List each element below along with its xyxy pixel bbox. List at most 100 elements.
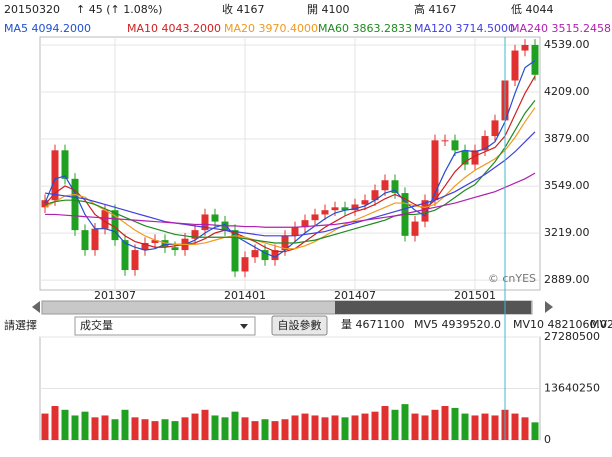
volume-bar xyxy=(461,413,469,440)
scroll-right[interactable] xyxy=(545,301,553,313)
candle-body xyxy=(341,207,349,211)
volume-bar xyxy=(141,419,149,440)
y-tick-label: 3879.00 xyxy=(544,132,590,145)
scroll-handle[interactable] xyxy=(335,301,531,314)
custom-button[interactable]: 自設參數 xyxy=(271,315,328,336)
volume-bar xyxy=(51,406,59,440)
volume-bar xyxy=(151,421,159,440)
candle-body xyxy=(421,200,429,222)
volume-bar xyxy=(451,407,459,440)
candle-body xyxy=(411,221,419,236)
candle-body xyxy=(391,180,399,194)
button-box[interactable] xyxy=(271,315,328,336)
ma-line xyxy=(44,60,536,258)
volume-bar xyxy=(61,409,69,440)
y-tick-label: 4539.00 xyxy=(544,38,590,51)
candle-body xyxy=(241,257,249,272)
volume-bar xyxy=(351,415,359,440)
volume-bar xyxy=(441,406,449,440)
selector-box[interactable] xyxy=(74,316,256,336)
candle-body xyxy=(431,140,439,201)
candle-body xyxy=(481,136,489,151)
candle-body xyxy=(51,150,59,201)
candle-body xyxy=(371,190,379,201)
volume-bar xyxy=(491,415,499,440)
selector-arrow xyxy=(240,324,248,329)
candle-body xyxy=(441,140,449,142)
legend-entry: MA60 3863.2833 xyxy=(318,22,412,35)
volume-bar xyxy=(291,415,299,440)
legend-entry: MA240 3515.2458 xyxy=(510,22,611,35)
scrollbar[interactable] xyxy=(32,300,553,315)
candle-body xyxy=(271,250,279,261)
legend-entry: MA120 3714.5000 xyxy=(414,22,515,35)
volume-bar xyxy=(231,411,239,440)
volume-bar xyxy=(111,419,119,440)
candle-body xyxy=(471,150,479,165)
volume-bar xyxy=(271,421,279,440)
volume-bar xyxy=(91,417,99,440)
candle-body xyxy=(521,44,529,51)
ma-line xyxy=(44,75,536,253)
button-label: 自設參數 xyxy=(278,318,322,332)
volume-bar xyxy=(521,417,529,440)
candle-body xyxy=(211,214,219,222)
candle-body xyxy=(511,50,519,81)
ma-line xyxy=(45,172,536,228)
volume-bar xyxy=(261,419,269,440)
candle-body xyxy=(171,247,179,251)
volume-bar xyxy=(311,415,319,440)
y-tick-label: 3219.00 xyxy=(544,226,590,239)
scroll-left[interactable] xyxy=(32,301,40,313)
candle-body xyxy=(81,230,89,251)
volume-bar xyxy=(41,413,49,440)
volume-bar xyxy=(411,413,419,440)
candle-body xyxy=(161,240,169,248)
y-tick-label: 13640250 xyxy=(544,382,600,395)
x-tick-label: 201501 xyxy=(454,289,496,302)
candle-body xyxy=(131,250,139,271)
candle-body xyxy=(201,214,209,231)
volume-bar xyxy=(191,413,199,440)
volume-bar xyxy=(431,409,439,440)
volume-legend-entry: MV20 xyxy=(590,318,612,331)
change: ↑ 45 (↑ 1.08%) xyxy=(76,3,162,16)
candle-body xyxy=(491,120,499,137)
watermark: © cnYES xyxy=(488,272,536,285)
volume-bar xyxy=(211,415,219,440)
candle-body xyxy=(191,230,199,239)
x-tick-label: 201407 xyxy=(334,289,376,302)
candle-body xyxy=(101,210,109,229)
volume-bar xyxy=(241,417,249,440)
candle-body xyxy=(311,214,319,221)
volume-bar xyxy=(81,411,89,440)
candle-body xyxy=(111,210,119,241)
selector[interactable]: 成交量 xyxy=(74,316,256,336)
date: 20150320 xyxy=(4,3,60,16)
volume-legend-entry: MV5 4939520.0 xyxy=(414,318,501,331)
volume-bar xyxy=(181,417,189,440)
candle-body xyxy=(71,178,79,231)
volume-bar xyxy=(71,415,79,440)
volume-bar xyxy=(421,415,429,440)
selector-value: 成交量 xyxy=(80,318,113,332)
volume-bar xyxy=(471,415,479,440)
candle-body xyxy=(121,240,129,271)
candle-body xyxy=(451,140,459,151)
ma-line xyxy=(44,107,536,250)
candle-body xyxy=(141,242,149,251)
volume-bar xyxy=(381,406,389,440)
selector-label: 請選擇 xyxy=(4,318,37,332)
volume-bar xyxy=(131,417,139,440)
volume-bar xyxy=(401,404,409,440)
candle-body xyxy=(251,250,259,258)
candle-body xyxy=(361,200,369,205)
volume-bar xyxy=(121,409,129,440)
volume-bar xyxy=(301,413,309,440)
volume-legend-entry: 量 4671100 xyxy=(341,318,405,331)
ma-line xyxy=(44,131,536,237)
candle-body xyxy=(531,44,539,75)
volume-bar xyxy=(391,409,399,440)
volume-legend-entry: MV10 4821060.0 xyxy=(513,318,607,331)
